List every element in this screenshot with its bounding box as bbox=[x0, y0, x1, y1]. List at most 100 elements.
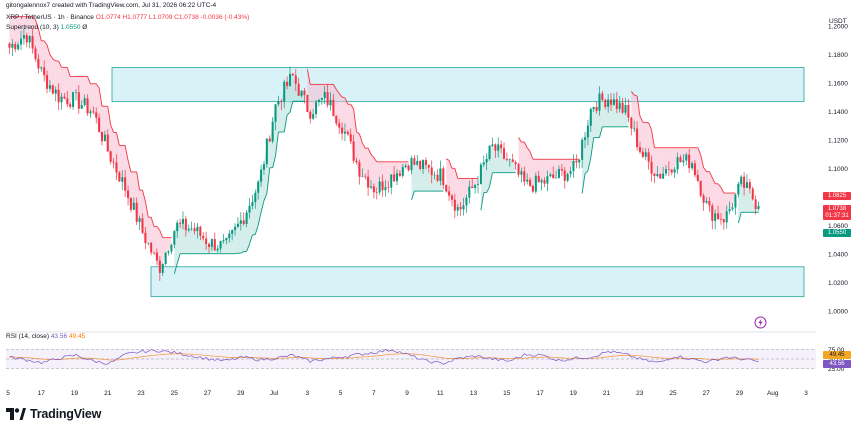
candle-body bbox=[621, 102, 624, 113]
candle-body bbox=[40, 67, 43, 69]
candle-body bbox=[309, 111, 312, 119]
candle-body bbox=[257, 181, 260, 193]
supertrend-fill-seg bbox=[495, 144, 499, 173]
candle-body bbox=[150, 242, 153, 253]
candle-body bbox=[714, 213, 717, 221]
candle-body bbox=[254, 192, 257, 203]
supertrend-fill-seg bbox=[310, 84, 314, 119]
candle-body bbox=[181, 218, 184, 224]
candle-body bbox=[459, 207, 462, 210]
candle-body bbox=[22, 35, 25, 39]
candle-body bbox=[708, 201, 711, 206]
supertrend-seg bbox=[159, 230, 164, 238]
supertrend-seg bbox=[489, 172, 493, 187]
candle-body bbox=[63, 96, 66, 99]
supertrend-fill-seg bbox=[313, 84, 317, 115]
candle-body bbox=[46, 75, 49, 89]
candle-body bbox=[378, 181, 381, 193]
candle-body bbox=[196, 226, 199, 232]
candle-body bbox=[141, 218, 144, 233]
supertrend-symbol: Ø bbox=[82, 24, 88, 31]
candle-body bbox=[228, 233, 231, 238]
time-tick-label: 27 bbox=[204, 390, 212, 397]
candle-body bbox=[355, 160, 358, 163]
rsi-legend[interactable]: RSI (14, close) 43.56 49.45 bbox=[6, 333, 85, 340]
supertrend-seg bbox=[370, 153, 375, 159]
time-tick-label: Aug bbox=[767, 390, 779, 397]
candle-body bbox=[552, 174, 555, 179]
zones bbox=[111, 67, 805, 298]
candle-body bbox=[66, 98, 69, 105]
time-tick-label: 9 bbox=[405, 390, 409, 397]
supertrend-fill-seg bbox=[145, 201, 149, 244]
candle-body bbox=[155, 252, 158, 261]
candle-body bbox=[572, 161, 575, 172]
candle-body bbox=[245, 212, 248, 224]
zone-rect bbox=[150, 266, 805, 298]
symbol-legend[interactable]: XRP / TetherUS · 1h · Binance O1.0774 H1… bbox=[6, 14, 249, 22]
candle-body bbox=[315, 102, 318, 115]
supertrend-seg bbox=[173, 263, 178, 275]
supertrend-seg bbox=[356, 131, 360, 135]
candle-body bbox=[523, 171, 526, 182]
supertrend-seg bbox=[367, 148, 372, 155]
supertrend-fill-seg bbox=[483, 159, 487, 193]
candle-body bbox=[479, 164, 482, 185]
candle-body bbox=[199, 226, 202, 236]
supertrend-legend[interactable]: Supertrend (10, 3) 1.0550 Ø bbox=[6, 24, 87, 32]
supertrend-fill-seg bbox=[504, 158, 507, 173]
supertrend-seg bbox=[37, 28, 42, 41]
price-tag: 1.0738 bbox=[823, 205, 851, 213]
candle-body bbox=[422, 160, 425, 169]
candle-body bbox=[630, 117, 633, 129]
candle-body bbox=[193, 228, 196, 232]
tradingview-logo[interactable]: TradingView bbox=[6, 406, 101, 422]
lightning-icon[interactable] bbox=[754, 316, 767, 329]
supertrend-seg bbox=[648, 122, 652, 130]
supertrend-fill-seg bbox=[240, 220, 244, 254]
candle-body bbox=[384, 187, 387, 191]
candle-body bbox=[80, 105, 83, 109]
candle-body bbox=[106, 134, 109, 152]
supertrend-seg bbox=[249, 234, 253, 245]
supertrend-fill-seg bbox=[397, 161, 400, 176]
time-tick-label: 17 bbox=[536, 390, 544, 397]
supertrend-fill bbox=[9, 16, 759, 274]
supertrend-fill-seg bbox=[611, 99, 614, 127]
supertrend-seg bbox=[411, 190, 415, 201]
time-tick-label: 21 bbox=[603, 390, 611, 397]
candle-body bbox=[612, 99, 615, 105]
supertrend-fill-seg bbox=[370, 154, 374, 193]
supertrend-seg bbox=[283, 114, 288, 133]
supertrend-seg bbox=[240, 251, 244, 254]
candle-body bbox=[604, 99, 607, 107]
candle-body bbox=[60, 96, 63, 103]
candle-body bbox=[491, 144, 494, 146]
supertrend-seg bbox=[32, 16, 36, 21]
supertrend-fill-seg bbox=[278, 101, 282, 132]
candle-body bbox=[242, 220, 245, 224]
price-tag: 1.0825 bbox=[823, 192, 851, 200]
candle-body bbox=[14, 44, 17, 50]
supertrend-fill-seg bbox=[660, 147, 664, 179]
supertrend-fill-seg bbox=[321, 84, 325, 99]
candle-body bbox=[352, 141, 355, 161]
candle-body bbox=[329, 99, 332, 106]
candle-body bbox=[74, 92, 77, 93]
rsi-pane: 75.0050.0025.00 bbox=[6, 347, 845, 373]
candle-body bbox=[103, 134, 106, 142]
supertrend-fill-seg bbox=[9, 16, 13, 48]
supertrend-fill-seg bbox=[512, 162, 516, 173]
time-tick-label: 7 bbox=[372, 390, 376, 397]
supertrend-seg bbox=[136, 171, 141, 191]
supertrend-fill-seg bbox=[715, 183, 719, 220]
price-tag: 01:37:31 bbox=[823, 212, 851, 220]
candle-body bbox=[638, 147, 641, 152]
candle-body bbox=[526, 179, 529, 182]
candle-body bbox=[72, 92, 75, 107]
supertrend-seg bbox=[717, 183, 722, 188]
candle-body bbox=[100, 131, 104, 142]
time-tick-label: 17 bbox=[38, 390, 46, 397]
supertrend-seg bbox=[651, 129, 655, 148]
